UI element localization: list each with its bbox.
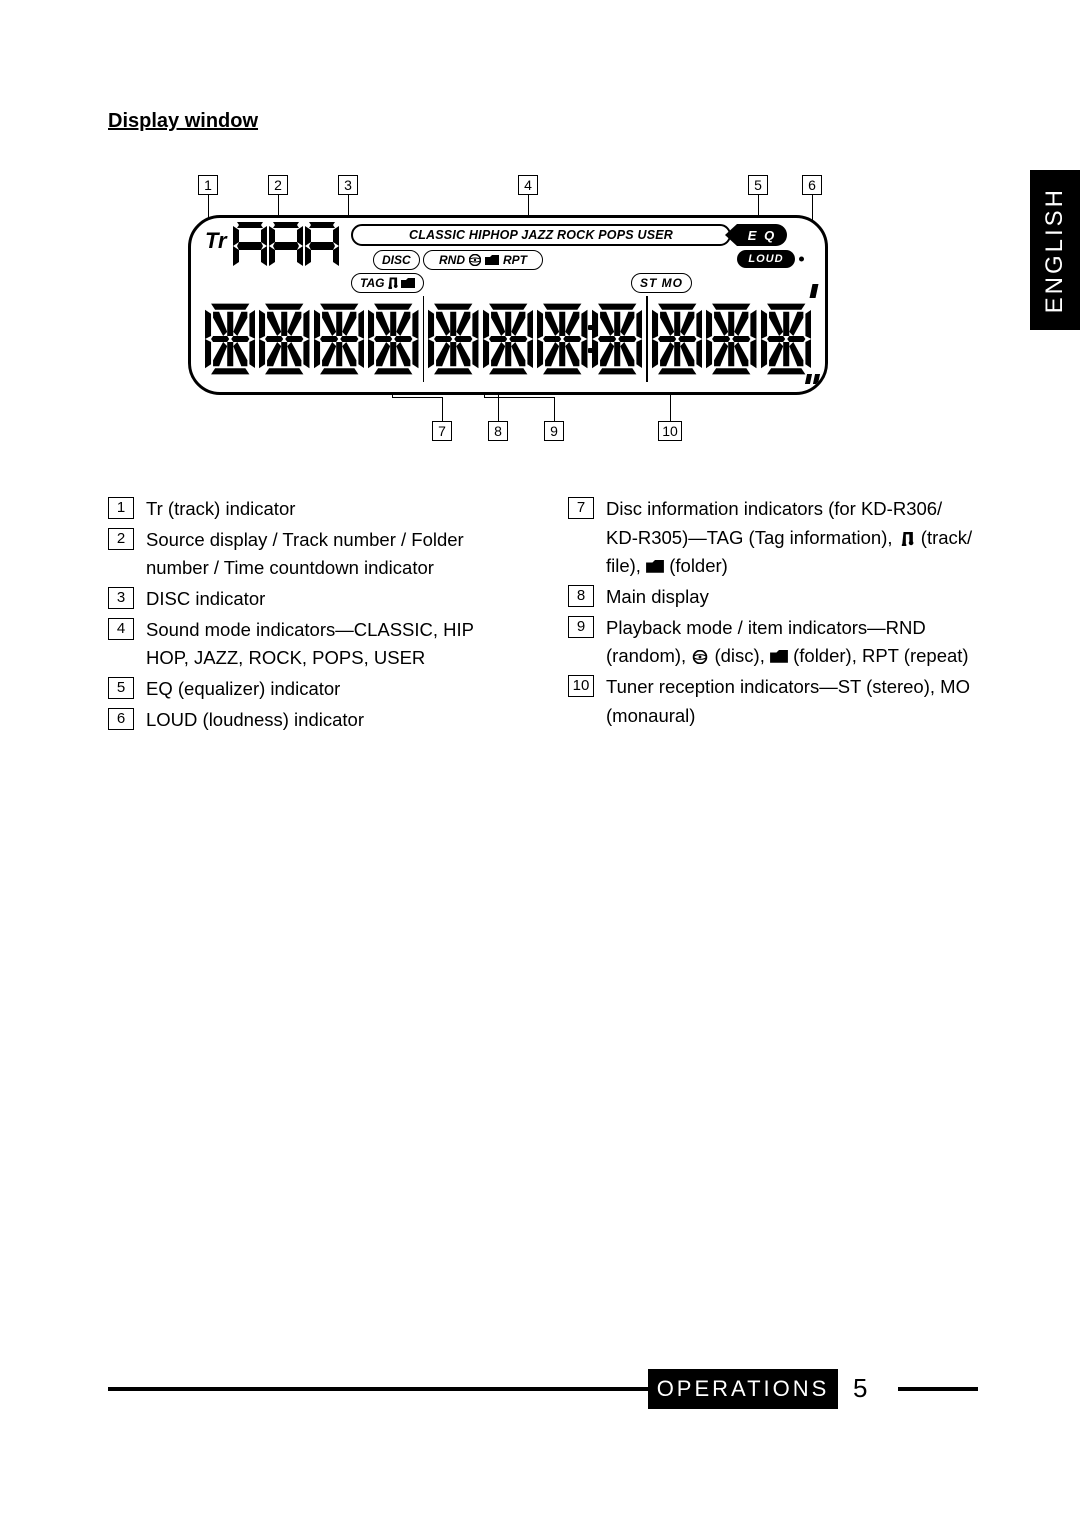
legend-item: 6 LOUD (loudness) indicator [108, 706, 518, 735]
legend-right-column: 7 Disc information indicators (for KD-R30… [568, 495, 978, 736]
legend-item: 9 Playback mode / item indicators—RND (ra… [568, 614, 978, 671]
legend-item: 4 Sound mode indicators—CLASSIC, HIP HOP,… [108, 616, 518, 673]
section-heading: Display window [108, 110, 978, 133]
callout-5: 5 [748, 175, 768, 195]
legend-number: 2 [108, 528, 134, 550]
legend-item: 8 Main display [568, 583, 978, 612]
language-tab: ENGLISH [1030, 170, 1080, 330]
legend-text: Playback mode / item indicators—RND (ran… [606, 614, 978, 671]
legend-item: 7 Disc information indicators (for KD-R30… [568, 495, 978, 581]
legend-number: 3 [108, 587, 134, 609]
callout-4: 4 [518, 175, 538, 195]
disc-icon [469, 254, 481, 266]
callout-8: 8 [488, 421, 508, 441]
callout-6: 6 [802, 175, 822, 195]
sound-mode-indicators: CLASSIC HIPHOP JAZZ ROCK POPS USER [351, 224, 731, 246]
legend-text: Source display / Track number / Folder n… [146, 526, 518, 583]
main-display [205, 296, 811, 382]
callout-9: 9 [544, 421, 564, 441]
legend-item: 2 Source display / Track number / Folder … [108, 526, 518, 583]
legend-text: Disc information indicators (for KD-R306… [606, 495, 978, 581]
eq-indicator: E Q [737, 224, 787, 246]
legend-number: 9 [568, 616, 594, 638]
legend-item: 10 Tuner reception indicators—ST (stereo)… [568, 673, 978, 730]
legend-number: 8 [568, 585, 594, 607]
legend-number: 6 [108, 708, 134, 730]
legend-item: 5 EQ (equalizer) indicator [108, 675, 518, 704]
tr-label: Tr [205, 228, 227, 254]
playback-mode-indicators: RND RPT [423, 250, 543, 270]
callout-2: 2 [268, 175, 288, 195]
tag-indicator: TAG [351, 273, 424, 293]
loud-indicator: LOUD [737, 250, 795, 268]
folder-icon [401, 278, 415, 289]
page-footer: OPERATIONS 5 [108, 1369, 978, 1409]
callout-1: 1 [198, 175, 218, 195]
legend-number: 10 [568, 675, 594, 697]
callout-3: 3 [338, 175, 358, 195]
callout-10: 10 [658, 421, 682, 441]
legend-left-column: 1 Tr (track) indicator 2 Source display / T… [108, 495, 518, 736]
legend-number: 1 [108, 497, 134, 519]
legend-text: EQ (equalizer) indicator [146, 675, 518, 704]
lcd-panel: Tr CLASSIC HIPHOP JAZZ ROCK POPS USER E … [188, 215, 828, 395]
legend: 1 Tr (track) indicator 2 Source display / T… [108, 495, 978, 736]
music-note-icon [387, 277, 398, 289]
callout-7: 7 [432, 421, 452, 441]
legend-text: DISC indicator [146, 585, 518, 614]
legend-text: LOUD (loudness) indicator [146, 706, 518, 735]
stmo-indicator: ST MO [631, 273, 692, 293]
legend-item: 1 Tr (track) indicator [108, 495, 518, 524]
track-number-display [233, 222, 339, 270]
page-number: 5 [853, 1373, 867, 1404]
legend-number: 4 [108, 618, 134, 640]
legend-item: 3 DISC indicator [108, 585, 518, 614]
folder-icon [485, 255, 499, 266]
legend-text: Main display [606, 583, 978, 612]
disc-indicator: DISC [373, 250, 420, 270]
footer-section-label: OPERATIONS [648, 1369, 838, 1409]
legend-text: Tuner reception indicators—ST (stereo), … [606, 673, 978, 730]
legend-text: Tr (track) indicator [146, 495, 518, 524]
legend-text: Sound mode indicators—CLASSIC, HIP HOP, … [146, 616, 518, 673]
display-diagram: 1 2 3 4 5 6 7 8 9 10 Tr [188, 175, 828, 445]
legend-number: 7 [568, 497, 594, 519]
legend-number: 5 [108, 677, 134, 699]
